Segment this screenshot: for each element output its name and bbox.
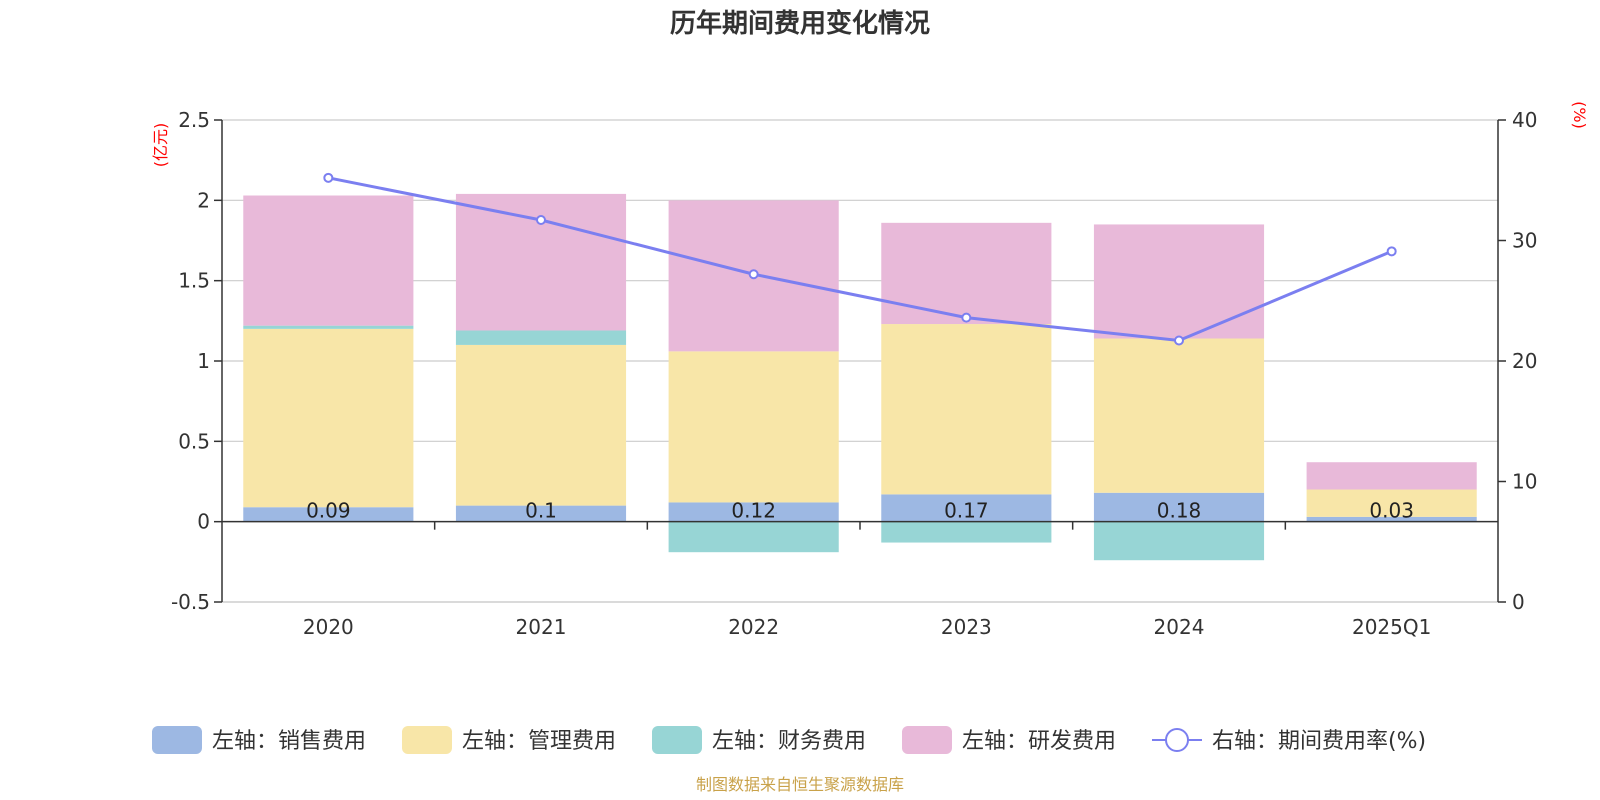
bar-segment (1093, 492, 1265, 522)
bar-segment (668, 502, 839, 522)
left-tick-label: 2 (197, 188, 210, 212)
sales-value-label: 0.18 (1157, 499, 1202, 523)
sales-value-label: 0.03 (1369, 499, 1414, 523)
bar-segment (1306, 516, 1477, 522)
left-tick-label: 2.5 (178, 108, 210, 132)
sales-value-label: 0.17 (944, 499, 989, 523)
bar-segment (881, 324, 1052, 495)
rate-point (323, 172, 334, 183)
bar-segment (1093, 224, 1265, 339)
legend-label: 左轴：销售费用 (212, 729, 366, 754)
sales-value-label: 0.09 (306, 499, 351, 523)
right-tick-label: 20 (1512, 349, 1537, 373)
rate-point (1386, 246, 1397, 257)
bar-segment (881, 521, 1052, 543)
rate-line (323, 172, 1397, 346)
left-tick-label: 0 (197, 510, 210, 534)
legend-swatch (902, 726, 952, 754)
legend: 左轴：销售费用 左轴：管理费用 左轴：财务费用 左轴：研发费用 右轴：期间费用率(%) (152, 726, 1426, 754)
legend-label: 左轴：财务费用 (712, 729, 866, 754)
bar-segment (668, 521, 839, 553)
bar-segment (881, 222, 1052, 325)
legend-swatch (402, 726, 452, 754)
category-label: 2025Q1 (1352, 615, 1431, 639)
category-label: 2021 (516, 615, 567, 639)
chart-title: 历年期间费用变化情况 (670, 8, 930, 39)
right-tick-label: 10 (1512, 470, 1537, 494)
legend-label: 左轴：研发费用 (962, 729, 1116, 754)
bar-segment (243, 195, 414, 326)
axes: -0.5 0 0.5 1 1.5 2 2.5 0 10 20 30 40 2020 2021 2022 202… (171, 108, 1537, 639)
legend-label: 左轴：管理费用 (462, 729, 616, 754)
bar-segment (455, 193, 627, 331)
category-label: 2022 (728, 615, 779, 639)
left-tick-label: 1.5 (178, 269, 210, 293)
legend-label: 右轴：期间费用率(%) (1212, 729, 1426, 754)
legend-swatch (152, 726, 202, 754)
bar-segment (243, 328, 414, 508)
sales-value-label: 0.1 (525, 499, 557, 523)
right-tick-label: 40 (1512, 108, 1537, 132)
bar-segment (243, 507, 414, 522)
data-labels: 0.09 0.1 0.12 0.17 0.18 0.03 (306, 499, 1414, 523)
legend-swatch (652, 726, 702, 754)
category-label: 2023 (941, 615, 992, 639)
category-label: 2020 (303, 615, 354, 639)
left-tick-label: 1 (197, 349, 210, 373)
rate-point (1174, 335, 1184, 346)
left-axis-unit: (亿元) (151, 123, 170, 168)
right-tick-label: 0 (1512, 590, 1525, 614)
rate-polyline (328, 176, 1393, 343)
rate-point (961, 312, 972, 323)
source-note: 制图数据来自恒生聚源数据库 (696, 775, 904, 794)
legend-circle-swatch (1165, 728, 1189, 752)
rate-point (536, 215, 546, 226)
right-axis-unit: (%) (1570, 101, 1589, 129)
bar-segment (243, 325, 414, 329)
left-tick-label: 0.5 (178, 429, 210, 453)
bar-segment (455, 344, 627, 506)
bar-segment (1306, 462, 1477, 490)
bar-segment (455, 330, 627, 345)
bar-segment (455, 505, 627, 522)
category-label: 2024 (1154, 615, 1205, 639)
bars (243, 193, 1477, 561)
right-tick-label: 30 (1512, 229, 1537, 253)
bar-segment (881, 494, 1052, 522)
bar-segment (1306, 489, 1477, 517)
bar-segment (668, 351, 839, 503)
sales-value-label: 0.12 (731, 499, 776, 523)
bar-segment (1093, 338, 1265, 493)
rate-point (748, 269, 759, 280)
bar-segment (1093, 521, 1265, 561)
left-tick-label: -0.5 (171, 590, 210, 614)
